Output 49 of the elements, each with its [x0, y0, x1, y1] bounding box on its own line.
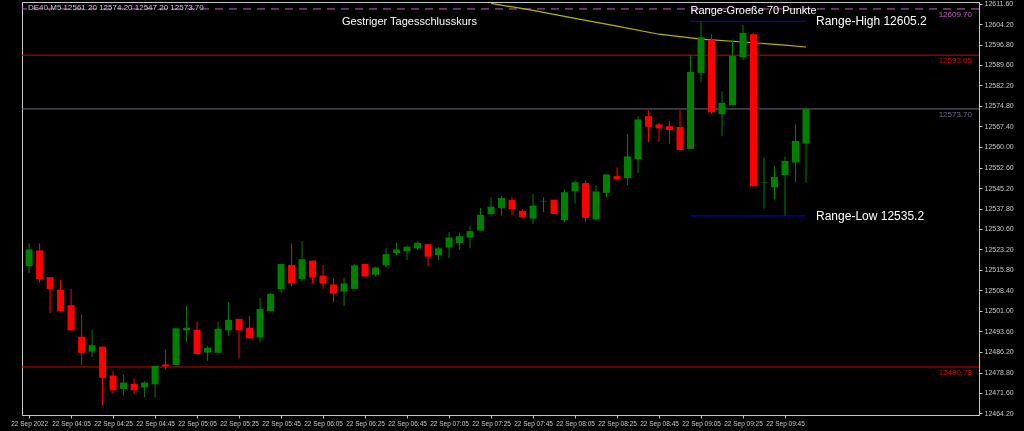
candlestick [655, 122, 663, 143]
candlestick [130, 377, 138, 395]
candlestick [288, 242, 296, 287]
candlestick [424, 243, 432, 268]
candlestick [718, 90, 726, 137]
candlestick [298, 240, 306, 282]
ref-line-label: 12593.05 [938, 56, 973, 66]
candlestick [666, 120, 674, 145]
candlestick [466, 225, 474, 249]
series-label: Range-High 12605.2 [816, 14, 928, 29]
candlestick [613, 167, 621, 182]
chart-title: DE40,M5 12561.20 12574.20 12547.20 12573.70 [28, 3, 205, 12]
candlestick [508, 196, 516, 216]
candlestick [88, 328, 96, 358]
candlestick [445, 231, 453, 259]
candlestick [235, 318, 243, 359]
series-label: Range-Low 12535.2 [816, 208, 925, 223]
candlestick [403, 245, 411, 261]
candlestick [25, 242, 33, 274]
candlestick [487, 196, 495, 216]
candlestick [351, 263, 359, 290]
candlestick [120, 374, 128, 397]
candlestick [771, 165, 779, 200]
annotation: Range-Groeße 70 Punkte [690, 3, 817, 16]
ref-line-label: 12480.78 [938, 368, 973, 378]
annotation: Gestriger Tagesschlusskurs [342, 15, 478, 27]
candlestick [571, 180, 579, 205]
candlestick [624, 133, 632, 186]
candlestick [151, 365, 159, 398]
candlestick [225, 301, 233, 337]
candlestick [645, 109, 653, 143]
candlestick [676, 109, 684, 151]
candlestick [57, 279, 65, 312]
ref-line-label: 12573.70 [938, 109, 973, 119]
candlestick [382, 247, 390, 268]
candlestick [792, 123, 800, 183]
candlestick [781, 155, 789, 217]
ref-line-label: 12609.70 [938, 9, 973, 19]
candlestick [340, 277, 348, 307]
candlestick [78, 313, 86, 366]
candlestick [477, 207, 485, 232]
candlestick [109, 370, 117, 395]
candlestick [162, 348, 170, 370]
candlestick [529, 193, 537, 225]
candlestick [498, 195, 506, 216]
candlestick [319, 264, 327, 290]
candlestick [46, 276, 54, 314]
candlestick [330, 277, 338, 304]
candlestick [603, 173, 611, 198]
